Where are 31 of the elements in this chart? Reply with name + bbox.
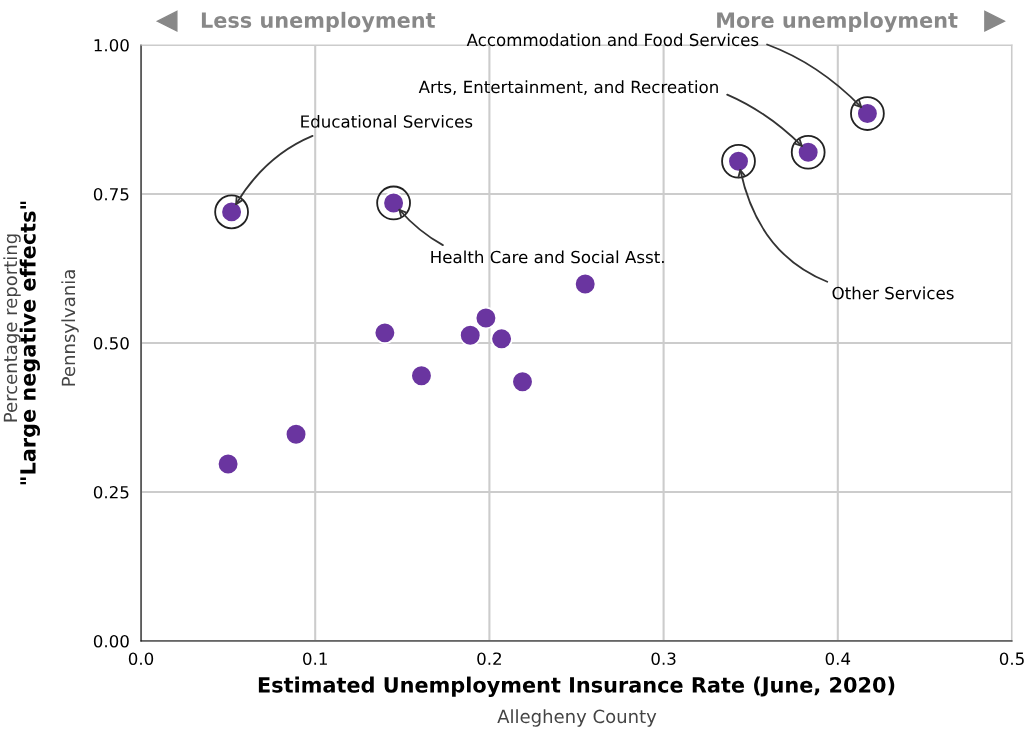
y-tick-label: 0.75 [93, 187, 129, 201]
x-tick-label: 0.5 [999, 652, 1024, 666]
x-tick-label: 0.2 [477, 652, 501, 666]
text: Percentage reporting [3, 234, 21, 422]
x-axis-title: Estimated Unemployment Insurance Rate (June, 2020) [258, 676, 895, 697]
point [511, 370, 534, 393]
annotation: Educational Services [301, 114, 473, 128]
text: Pennsylvania [61, 270, 79, 386]
text: More unemployment [717, 11, 958, 33]
x-tick-label: 0.4 [825, 652, 851, 666]
text: Allegheny County [497, 709, 657, 727]
point [284, 423, 308, 446]
point [373, 321, 397, 345]
annotation: Health Care and Social Asst. [431, 250, 664, 264]
point [490, 327, 513, 350]
point [410, 364, 433, 387]
y-tick-label: 0.50 [93, 336, 129, 350]
point [216, 452, 240, 476]
text: Less unemployment [201, 11, 436, 33]
point [474, 306, 498, 330]
annotation: Accommodation and Food Services [466, 33, 759, 47]
x-tick-label: 0.1 [303, 652, 327, 666]
annotation: Other Services [832, 286, 954, 300]
y-tick-label: 0.25 [93, 485, 129, 499]
annotation: Arts, Entertainment, and Recreation [418, 80, 718, 95]
y-tick-label: 0.00 [93, 634, 129, 648]
point [574, 272, 597, 296]
y-tick-label: 1.00 [94, 38, 129, 52]
x-tick-label: 0.0 [128, 652, 154, 666]
x-tick-label: 0.3 [651, 652, 676, 666]
point [459, 324, 482, 347]
